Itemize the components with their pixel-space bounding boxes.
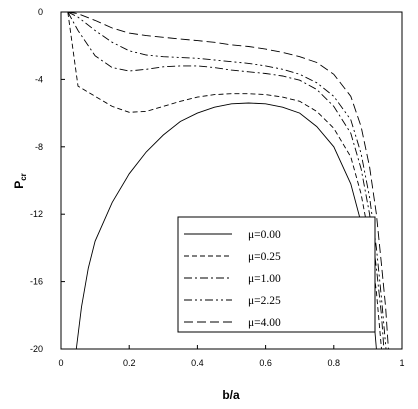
series-line-4 [67, 11, 387, 350]
series-line-5 [67, 11, 389, 350]
y-tick-label: 0 [38, 7, 43, 17]
legend-label-2: μ=0.25 [248, 251, 281, 263]
x-tick-label: 0.2 [123, 358, 136, 368]
y-tick-label: -4 [35, 74, 43, 84]
series-line-2 [67, 11, 382, 350]
y-tick-label: -16 [30, 277, 43, 287]
x-tick-label: 0.4 [191, 358, 204, 368]
x-axis-label: b/a [222, 388, 240, 402]
legend-box [177, 216, 376, 333]
y-tick-label: -12 [30, 209, 43, 219]
legend-label-5: μ=4.00 [248, 317, 281, 329]
series-line-3 [67, 11, 385, 350]
legend-label-4: μ=2.25 [248, 295, 281, 307]
series-line-1 [75, 102, 377, 350]
x-tick-label: 0.8 [328, 358, 341, 368]
y-axis-label: Pcr [12, 173, 28, 189]
y-axis-ticks: 0 -4 -8 -12 -16 -20 [30, 7, 65, 354]
legend-items: μ=0.00 μ=0.25 μ=1.00 μ=2.25 μ=4.00 [184, 229, 281, 329]
y-tick-label: -20 [30, 344, 43, 354]
curves [67, 11, 389, 350]
x-tick-label: 0 [58, 358, 63, 368]
legend-label-3: μ=1.00 [248, 273, 281, 285]
y-axis-label-subscript: cr [19, 173, 28, 181]
x-axis-ticks: 0 0.2 0.4 0.6 0.8 1 [58, 345, 405, 368]
legend: μ=0.00 μ=0.25 μ=1.00 μ=2.25 μ=4.00 [177, 216, 376, 333]
y-tick-label: -8 [35, 142, 43, 152]
plot-frame [60, 11, 403, 350]
x-tick-label: 0.6 [259, 358, 272, 368]
y-axis-label-main: P [12, 181, 26, 189]
legend-label-1: μ=0.00 [248, 229, 281, 241]
x-tick-label: 1 [399, 358, 404, 368]
